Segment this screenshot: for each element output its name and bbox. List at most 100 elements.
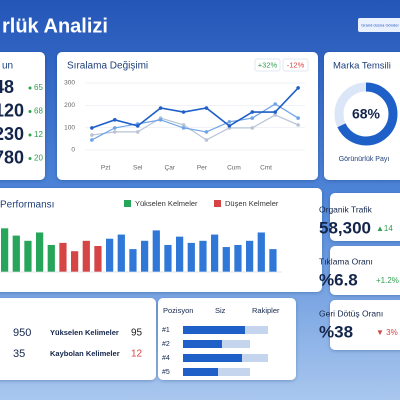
card [0,52,45,180]
line-point [135,130,140,134]
bar [176,236,184,272]
line-point [250,116,255,120]
y-tick-label: 0 [71,147,75,154]
stat-change: 68 [34,107,43,116]
column-header: Siz [215,306,226,315]
kpi-value: 58,300 [319,218,371,237]
legend-swatch [124,200,131,207]
column-header: Rakipler [252,306,280,315]
page-title: rlük Analizi [2,15,108,37]
line-point [112,130,117,134]
bar [106,238,114,272]
keyword-value: 95 [131,328,143,339]
bar [94,246,102,272]
bar [246,240,254,272]
line-point [227,124,232,128]
bar [71,251,79,272]
x-tick-label: Cum [227,165,241,172]
card [0,298,156,380]
row-label: #2 [162,341,170,348]
bar [117,234,125,272]
line-point [181,123,186,127]
line-point [181,110,186,114]
bar [82,240,90,272]
line-point [296,86,300,90]
line-point [273,102,278,106]
card [330,300,400,350]
button-label[interactable]: Grand dosna Gönder [361,23,399,28]
gauge-label: 68% [352,106,381,122]
bar [183,368,218,376]
bar [183,354,242,362]
stat-change: 65 [34,83,43,92]
stat-value: 230 [0,124,24,144]
stat-value: 120 [0,100,24,120]
x-tick-label: Pzt [101,165,111,172]
line-point [250,110,255,114]
stat-value: 48 [0,77,14,97]
keyword-label: Yükselen Kelimeler [50,328,119,337]
bar [211,234,219,272]
line-point [273,113,278,117]
bar [257,232,265,272]
keyword-label: Kaybolan Kelimeler [50,349,120,358]
stat-value: 780 [0,147,24,167]
card [324,52,400,180]
bar [1,228,9,272]
line-point [90,126,94,130]
line-point [204,106,209,110]
row-label: #5 [162,369,170,376]
legend-swatch [214,200,221,207]
bar [59,242,67,272]
bar [199,240,207,272]
line-point [158,118,163,122]
kpi-change: +1.2% [376,276,399,285]
row-label: #4 [162,355,170,362]
keyword-value: 12 [131,349,143,360]
dot [28,110,32,113]
dot [28,86,32,90]
legend-label: Düşen Kelmeler [225,199,279,208]
dot [28,133,32,137]
badge-label: -12% [287,60,305,69]
bar [269,249,277,272]
line-series [91,103,299,141]
kpi-label: Geri Dötüş Oranı [319,308,383,318]
bar [222,247,230,272]
bar [183,340,222,348]
kpi-label: Organik Trafik [319,204,373,214]
line-point [112,118,117,122]
line-series [91,87,299,129]
card [330,193,400,241]
bar [47,244,55,272]
card [330,246,400,295]
y-tick-label: 200 [64,102,75,109]
kpi-change: ▲14 [376,224,393,233]
card-title: Marka Temsili [333,61,391,72]
line-point [90,138,94,142]
dot [28,157,32,160]
bar [164,244,172,272]
line-point [296,116,300,120]
line-point [204,130,209,134]
row-label: #1 [162,327,170,334]
bar [234,244,242,272]
legend-label: Yükselen Kelmeler [135,199,198,208]
gauge-subtitle: Görünürlük Payı [339,156,390,163]
badge-label: +32% [258,60,278,69]
kpi-change: ▼ 3% [376,328,398,337]
line-point [204,138,209,142]
button[interactable] [358,18,400,32]
line-point [181,126,186,130]
x-tick-label: Cmt [260,165,272,172]
gauge-arc [334,82,398,146]
card [57,52,318,180]
stat-change: 20 [34,154,43,163]
column-header: Pozisyon [163,306,193,315]
line-point [273,110,278,114]
bar [24,240,32,272]
line-point [296,123,300,127]
x-tick-label: Çar [165,165,176,172]
line-point [112,126,117,130]
